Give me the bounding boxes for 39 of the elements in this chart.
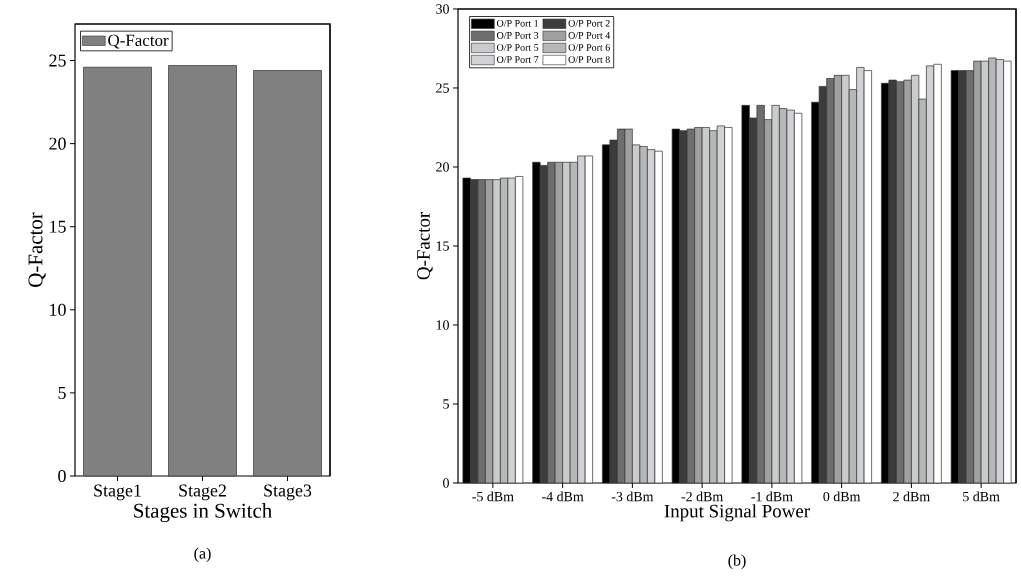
legend-label: O/P Port 5	[496, 44, 539, 51]
x-tick-label: -3 dBm	[611, 491, 654, 502]
legend-label: O/P Port 6	[568, 44, 610, 51]
legend-label: O/P Port 7	[496, 56, 539, 63]
x-tick-label: Stage3	[264, 484, 312, 501]
y-tick-label: 5	[443, 399, 449, 409]
y-tick-label: 5	[58, 386, 66, 399]
x-tick-label: 0 dBm	[823, 491, 861, 502]
legend-label: O/P Port 3	[496, 32, 539, 39]
x-tick-label: Stage1	[94, 484, 141, 501]
y-tick-label: 25	[436, 83, 449, 93]
y-tick-label: 0	[443, 478, 449, 488]
x-axis-title: Input Signal Power	[664, 504, 810, 522]
y-axis-title: Q-Factor	[28, 212, 46, 287]
x-tick-label: Stage2	[179, 484, 226, 501]
legend-label: Q-Factor	[108, 34, 169, 49]
legend-label: O/P Port 4	[568, 32, 611, 39]
x-tick-label: -1 dBm	[751, 491, 793, 502]
y-tick-label: 25	[49, 54, 66, 67]
x-tick-label: 5 dBm	[963, 491, 1000, 502]
legend-label: O/P Port 8	[568, 56, 610, 63]
x-tick-label: -4 dBm	[542, 491, 584, 502]
legend-label: O/P Port 2	[568, 19, 610, 27]
y-tick-label: 20	[49, 137, 66, 150]
y-tick-label: 15	[436, 241, 449, 251]
x-tick-label: -5 dBm	[472, 491, 514, 502]
y-tick-label: 0	[58, 469, 66, 483]
text: (b)	[728, 554, 746, 569]
y-tick-label: 10	[50, 303, 66, 316]
x-axis-title: Stages in Switch	[134, 503, 272, 523]
y-tick-label: 15	[50, 220, 66, 233]
legend-label: O/P Port 1	[496, 19, 539, 27]
y-tick-label: 10	[436, 320, 449, 330]
y-tick-label: 30	[436, 4, 449, 14]
y-tick-label: 20	[436, 162, 449, 172]
x-tick-label: 2 dBm	[893, 491, 930, 502]
y-axis-title: Q-Factor	[417, 211, 433, 280]
text: (a)	[194, 547, 211, 562]
x-tick-label: -2 dBm	[681, 491, 724, 502]
